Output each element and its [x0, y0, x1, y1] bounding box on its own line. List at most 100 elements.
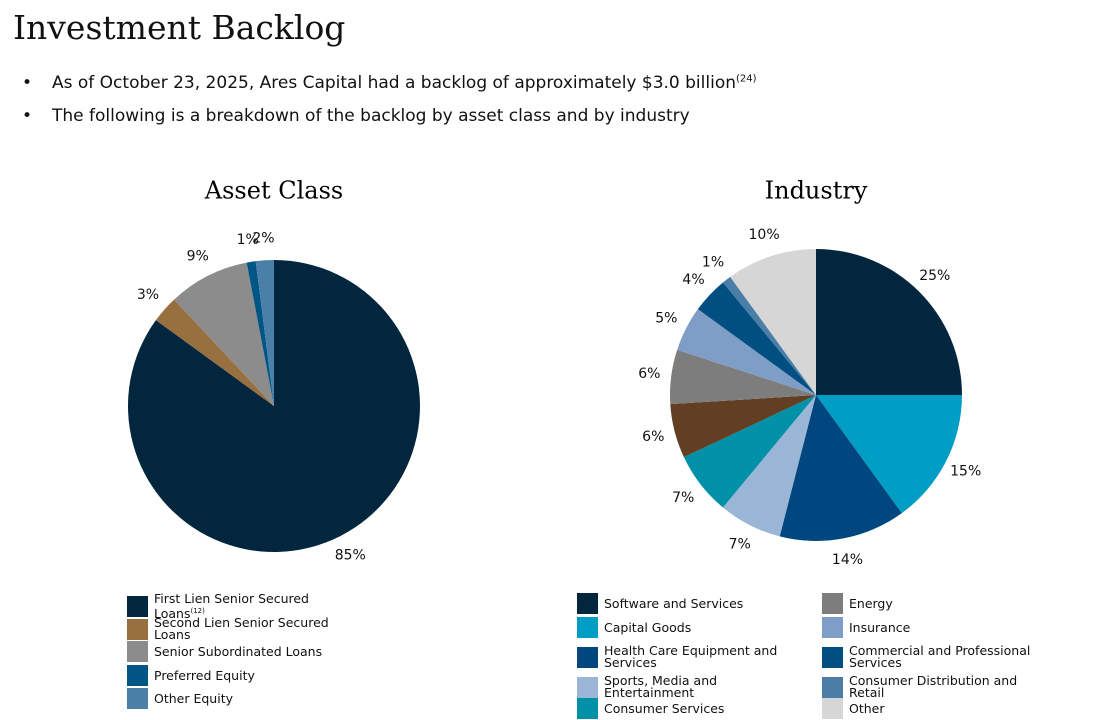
legend-text: Preferred Equity [154, 667, 354, 683]
legend-item: Commercial and Professional Services [822, 644, 1049, 669]
legend-item: Consumer Services [577, 698, 804, 719]
legend-item: Other [822, 698, 1049, 719]
legend-text: Consumer Services [604, 700, 804, 716]
legend-text: Consumer Distribution and Retail [849, 673, 1049, 700]
data-label: 6% [638, 366, 660, 382]
pie-slice [255, 260, 274, 406]
legend-item: Insurance [822, 617, 1049, 638]
legend-item: Consumer Distribution and Retail [822, 673, 1049, 700]
legend-item: Software and Services [577, 593, 804, 614]
legend-swatch [577, 676, 598, 698]
data-label: 7% [729, 537, 751, 553]
pie-slice [174, 262, 274, 406]
data-label: 4% [682, 272, 704, 288]
pie-slice [722, 276, 816, 395]
legend-label: Preferred Equity [154, 667, 255, 683]
legend-text: Health Care Equipment and Services [604, 643, 784, 670]
legend-text: Sports, Media and Entertainment [604, 673, 804, 700]
pie-slice [730, 249, 816, 395]
pie-slice [155, 299, 274, 406]
legend-text: Capital Goods [604, 619, 804, 635]
data-label: 7% [672, 490, 694, 506]
legend-swatch [127, 688, 148, 709]
legend-label: Software and Services [604, 595, 744, 611]
data-label: 15% [950, 463, 981, 479]
bullet-dot: • [22, 73, 33, 93]
legend-label: Insurance [849, 619, 911, 635]
data-label: 1% [702, 254, 724, 270]
legend-label: Other [849, 700, 885, 716]
page-title: Investment Backlog [13, 8, 346, 47]
footnote: (24) [736, 73, 757, 85]
legend-swatch [822, 617, 843, 638]
pie-slice [683, 395, 816, 508]
legend-swatch [822, 593, 843, 614]
data-label: 1% [237, 232, 259, 248]
legend-swatch [822, 698, 843, 719]
legend-text: Commercial and Professional Services [849, 644, 1049, 669]
legend-text: Second Lien Senior Secured Loans [154, 615, 354, 642]
legend-text: Other Equity [154, 690, 354, 706]
legend-label: Senior Subordinated Loans [154, 643, 323, 659]
pie-slice [816, 249, 962, 395]
bullet-text: As of October 23, 2025, Ares Capital had… [52, 73, 757, 93]
data-label: 10% [749, 227, 780, 243]
pie-slice [697, 282, 816, 395]
legend-label: Sports, Media and Entertainment [604, 673, 718, 700]
legend-label: Capital Goods [604, 619, 692, 635]
legend-label: Consumer Distribution and Retail [849, 673, 1018, 700]
pie-slice [779, 395, 902, 541]
legend-item: Second Lien Senior Secured Loans [127, 615, 354, 642]
data-label: 9% [187, 248, 209, 264]
legend-text: Energy [849, 595, 1049, 611]
pie-slice [670, 349, 816, 405]
chart-title: Asset Class [204, 177, 343, 205]
chart-title: Industry [765, 177, 868, 205]
pie-slice [677, 309, 816, 395]
pie-slice [246, 261, 274, 406]
legend-item: Capital Goods [577, 617, 804, 638]
legend-swatch [822, 676, 843, 698]
legend-label: Second Lien Senior Secured Loans [154, 615, 329, 642]
legend-note: (12) [190, 607, 205, 615]
bullet-dot: • [22, 106, 33, 126]
legend-item: Sports, Media and Entertainment [577, 673, 804, 700]
data-label: 25% [919, 268, 950, 284]
legend-item: First Lien Senior Secured Loans(12) [127, 591, 354, 622]
legend-swatch [577, 593, 598, 614]
legend-swatch [127, 596, 148, 618]
legend-swatch [822, 646, 843, 668]
pie-slice [670, 395, 816, 458]
legend-item: Senior Subordinated Loans [127, 641, 354, 662]
bullet-body: As of October 23, 2025, Ares Capital had… [52, 73, 737, 93]
legend-swatch [127, 641, 148, 662]
legend-item: Other Equity [127, 688, 354, 709]
pie-slice [722, 395, 816, 537]
legend-swatch [577, 698, 598, 719]
data-label: 14% [832, 552, 863, 568]
legend-text: First Lien Senior Secured Loans(12) [154, 591, 354, 622]
legend-label: Energy [849, 595, 893, 611]
legend-swatch [577, 646, 598, 668]
data-label: 85% [335, 548, 366, 564]
pie-slice [127, 260, 420, 552]
legend-text: Insurance [849, 619, 1049, 635]
legend-text: Software and Services [604, 595, 804, 611]
legend-swatch [127, 618, 148, 640]
legend-text: Senior Subordinated Loans [154, 643, 354, 659]
legend-label: Consumer Services [604, 700, 725, 716]
pie-slice [816, 395, 962, 514]
legend-item: Preferred Equity [127, 665, 354, 686]
legend-swatch [127, 665, 148, 686]
legend-item: Health Care Equipment and Services [577, 643, 784, 670]
legend-label: Health Care Equipment and Services [604, 643, 778, 670]
data-label: 6% [642, 429, 664, 445]
legend-swatch [577, 617, 598, 638]
legend-label: Other Equity [154, 690, 233, 706]
legend-label: First Lien Senior Secured Loans [154, 591, 309, 622]
bullet-text: The following is a breakdown of the back… [52, 106, 690, 126]
data-label: 2% [252, 230, 274, 246]
legend-item: Energy [822, 593, 1049, 614]
